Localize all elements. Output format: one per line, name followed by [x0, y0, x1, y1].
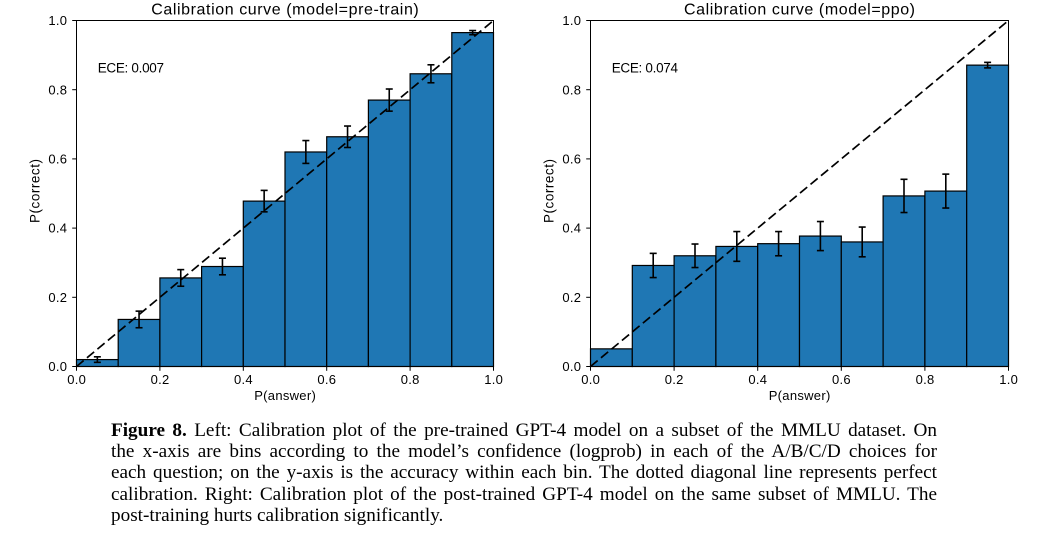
svg-text:P(answer): P(answer): [254, 388, 316, 403]
svg-text:0.6: 0.6: [48, 152, 67, 167]
svg-text:0.4: 0.4: [562, 221, 581, 236]
svg-text:Calibration curve (model=pre-t: Calibration curve (model=pre-train): [151, 2, 419, 19]
svg-text:0.2: 0.2: [562, 290, 581, 305]
svg-text:0.8: 0.8: [562, 82, 581, 97]
svg-text:P(correct): P(correct): [28, 159, 43, 223]
svg-text:0.6: 0.6: [562, 152, 581, 167]
svg-text:0.6: 0.6: [317, 372, 336, 387]
svg-text:Calibration curve (model=ppo): Calibration curve (model=ppo): [684, 2, 915, 19]
svg-text:0.2: 0.2: [151, 372, 170, 387]
svg-text:P(correct): P(correct): [542, 159, 557, 223]
svg-text:ECE: 0.074: ECE: 0.074: [612, 61, 679, 76]
svg-text:0.0: 0.0: [581, 372, 600, 387]
svg-text:0.0: 0.0: [48, 359, 67, 374]
svg-text:0.4: 0.4: [748, 372, 767, 387]
svg-text:0.8: 0.8: [916, 372, 935, 387]
svg-text:1.0: 1.0: [48, 13, 67, 28]
svg-text:0.2: 0.2: [48, 290, 67, 305]
svg-text:1.0: 1.0: [484, 372, 503, 387]
svg-text:0.8: 0.8: [401, 372, 420, 387]
svg-text:0.0: 0.0: [67, 372, 86, 387]
svg-text:1.0: 1.0: [999, 372, 1018, 387]
svg-text:0.6: 0.6: [832, 372, 851, 387]
svg-text:0.4: 0.4: [234, 372, 253, 387]
svg-text:ECE: 0.007: ECE: 0.007: [98, 61, 164, 76]
svg-text:1.0: 1.0: [562, 13, 581, 28]
svg-text:0.0: 0.0: [562, 359, 581, 374]
svg-text:P(answer): P(answer): [769, 388, 831, 403]
svg-text:0.8: 0.8: [48, 82, 67, 97]
svg-text:0.4: 0.4: [48, 221, 67, 236]
svg-text:0.2: 0.2: [665, 372, 684, 387]
